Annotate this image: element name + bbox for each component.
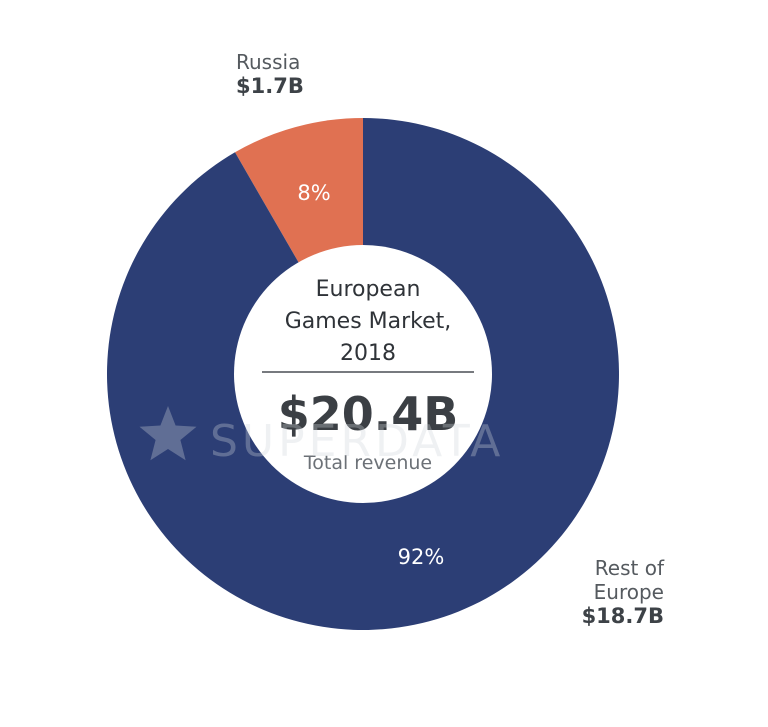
- total-value: $20.4B: [278, 387, 459, 441]
- slice-label-russia: Russia $1.7B: [236, 50, 304, 99]
- slice-name-rest-line-1: Rest of: [594, 556, 664, 580]
- slice-value-russia: $1.7B: [236, 74, 304, 98]
- watermark-text: SUPERDATA: [210, 416, 504, 467]
- slice-name-rest-line-2: Europe: [593, 580, 664, 604]
- chart-title-line-2: Games Market,: [285, 309, 452, 334]
- superdata-watermark: SUPERDATA: [139, 406, 504, 467]
- chart-title-line-3: 2018: [340, 341, 396, 366]
- total-caption: Total revenue: [303, 452, 432, 474]
- chart-title-line-1: European: [316, 277, 421, 302]
- slice-name-russia: Russia: [236, 50, 301, 74]
- donut-hole: [234, 245, 492, 503]
- percent-label-1: 92%: [398, 545, 445, 569]
- percent-labels: 8% 92%: [297, 181, 444, 569]
- star-icon: [139, 406, 197, 461]
- percent-label-0: 8%: [297, 181, 330, 205]
- slice-label-rest-of-europe: Rest of Europe $18.7B: [582, 556, 664, 629]
- slice-value-rest: $18.7B: [581, 604, 664, 628]
